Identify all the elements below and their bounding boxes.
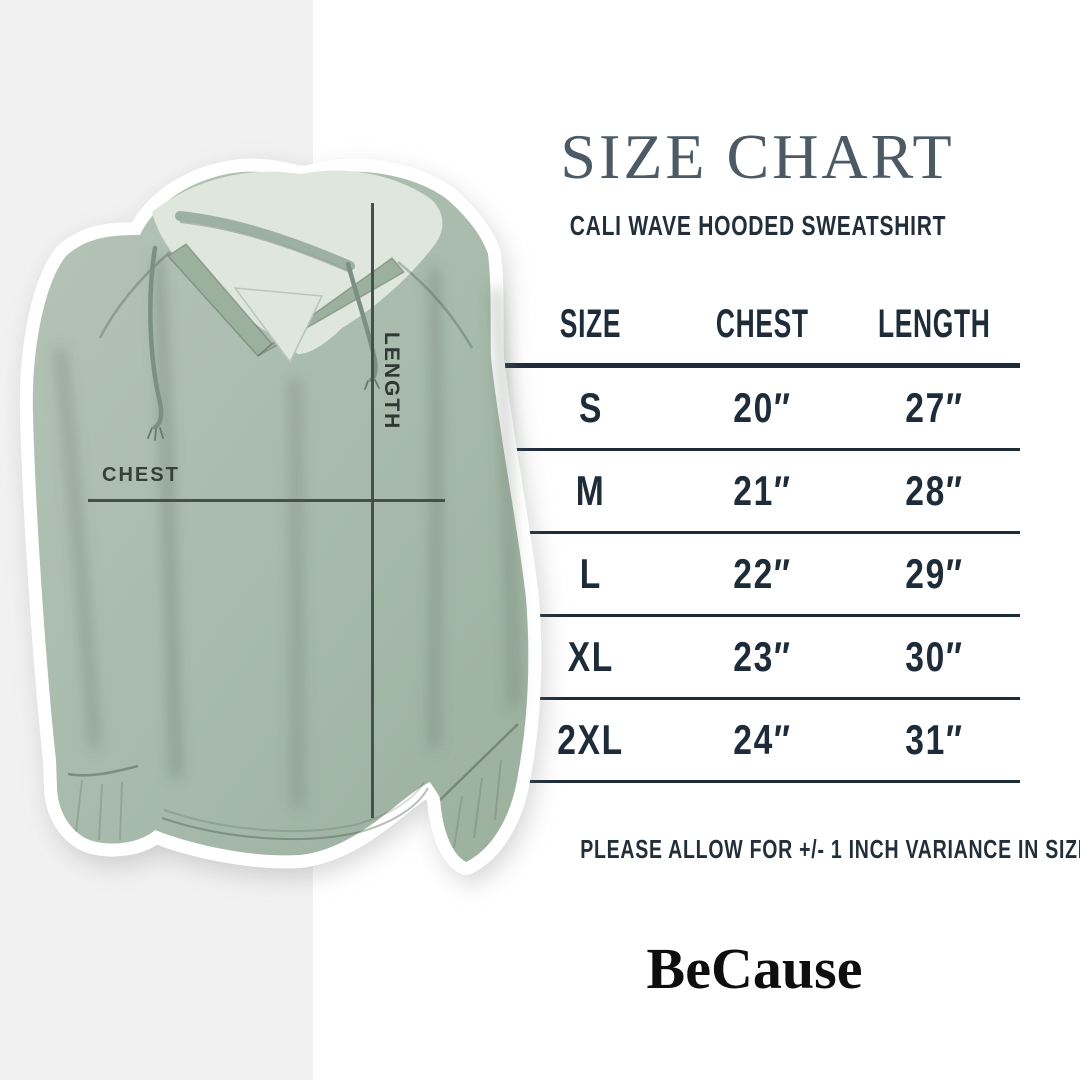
- hoodie-body: [32, 171, 529, 863]
- size-table: SIZE CHEST LENGTH S 20″ 27″ M 21″ 28″: [505, 285, 1020, 783]
- size-text: 2XL: [557, 716, 625, 763]
- chest-text: 21″: [733, 467, 792, 514]
- length-text: 29″: [905, 550, 964, 597]
- chest-value: 21″: [677, 467, 849, 515]
- hood-edge-seam: [179, 221, 351, 273]
- chest-measure-line: [88, 499, 445, 502]
- brand-logo: BeCause: [646, 936, 863, 1001]
- column-header-chest-text: CHEST: [716, 301, 809, 346]
- cuff-ribs: [75, 759, 502, 849]
- variance-note: PLEASE ALLOW FOR +/- 1 INCH VARIANCE IN …: [495, 834, 1080, 865]
- chest-value: 23″: [677, 633, 849, 681]
- size-value: S: [505, 384, 677, 432]
- chest-text: 23″: [733, 633, 792, 680]
- size-value: M: [505, 467, 677, 515]
- raglan-seams: [98, 251, 474, 349]
- length-text: 27″: [905, 384, 964, 431]
- chest-text: 24″: [733, 716, 792, 763]
- hem-stitch: [161, 781, 429, 841]
- product-name-text: CALI WAVE HOODED SWEATSHIRT: [569, 210, 946, 241]
- size-table-header-row: SIZE CHEST LENGTH: [505, 285, 1020, 368]
- size-text: M: [576, 467, 606, 514]
- column-header-length: LENGTH: [848, 302, 1020, 347]
- variance-note-text: PLEASE ALLOW FOR +/- 1 INCH VARIANCE IN …: [580, 834, 1080, 864]
- column-header-size: SIZE: [505, 302, 677, 347]
- length-value: 30″: [848, 633, 1020, 681]
- column-header-size-text: SIZE: [560, 301, 622, 346]
- hood-tip-fleece: [233, 287, 324, 364]
- length-measure-line: [371, 203, 374, 818]
- size-value: L: [505, 550, 677, 598]
- hood-fleece-interior: [152, 170, 443, 354]
- length-text: 28″: [905, 467, 964, 514]
- table-row-xl: XL 23″ 30″: [505, 617, 1020, 700]
- chest-text: 22″: [733, 550, 792, 597]
- chest-value: 24″: [677, 716, 849, 764]
- length-value: 28″: [848, 467, 1020, 515]
- chest-text: 20″: [733, 384, 792, 431]
- hood-edge-band: [175, 211, 355, 271]
- length-value: 27″: [848, 384, 1020, 432]
- length-text: 31″: [905, 716, 964, 763]
- table-row-l: L 22″ 29″: [505, 534, 1020, 617]
- chest-value: 20″: [677, 384, 849, 432]
- size-value: 2XL: [505, 716, 677, 764]
- length-measure-label: LENGTH: [380, 332, 403, 431]
- column-header-chest: CHEST: [677, 302, 849, 347]
- length-value: 29″: [848, 550, 1020, 598]
- size-text: XL: [567, 633, 614, 680]
- page-title: SIZE CHART: [560, 121, 955, 192]
- hoodie-product-photo: [19, 158, 542, 875]
- size-text: L: [579, 550, 602, 597]
- table-row-s: S 20″ 27″: [505, 368, 1020, 451]
- column-header-length-text: LENGTH: [877, 301, 991, 346]
- table-row-2xl: 2XL 24″ 31″: [505, 700, 1020, 783]
- length-text: 30″: [905, 633, 964, 680]
- size-text: S: [578, 384, 603, 431]
- cuff-seams: [67, 723, 519, 801]
- fabric-creases: [55, 257, 519, 809]
- chest-value: 22″: [677, 550, 849, 598]
- chest-measure-label: CHEST: [102, 464, 180, 486]
- table-row-m: M 21″ 28″: [505, 451, 1020, 534]
- length-value: 31″: [848, 716, 1020, 764]
- size-value: XL: [505, 633, 677, 681]
- product-name-subtitle: CALI WAVE HOODED SWEATSHIRT: [495, 210, 1020, 242]
